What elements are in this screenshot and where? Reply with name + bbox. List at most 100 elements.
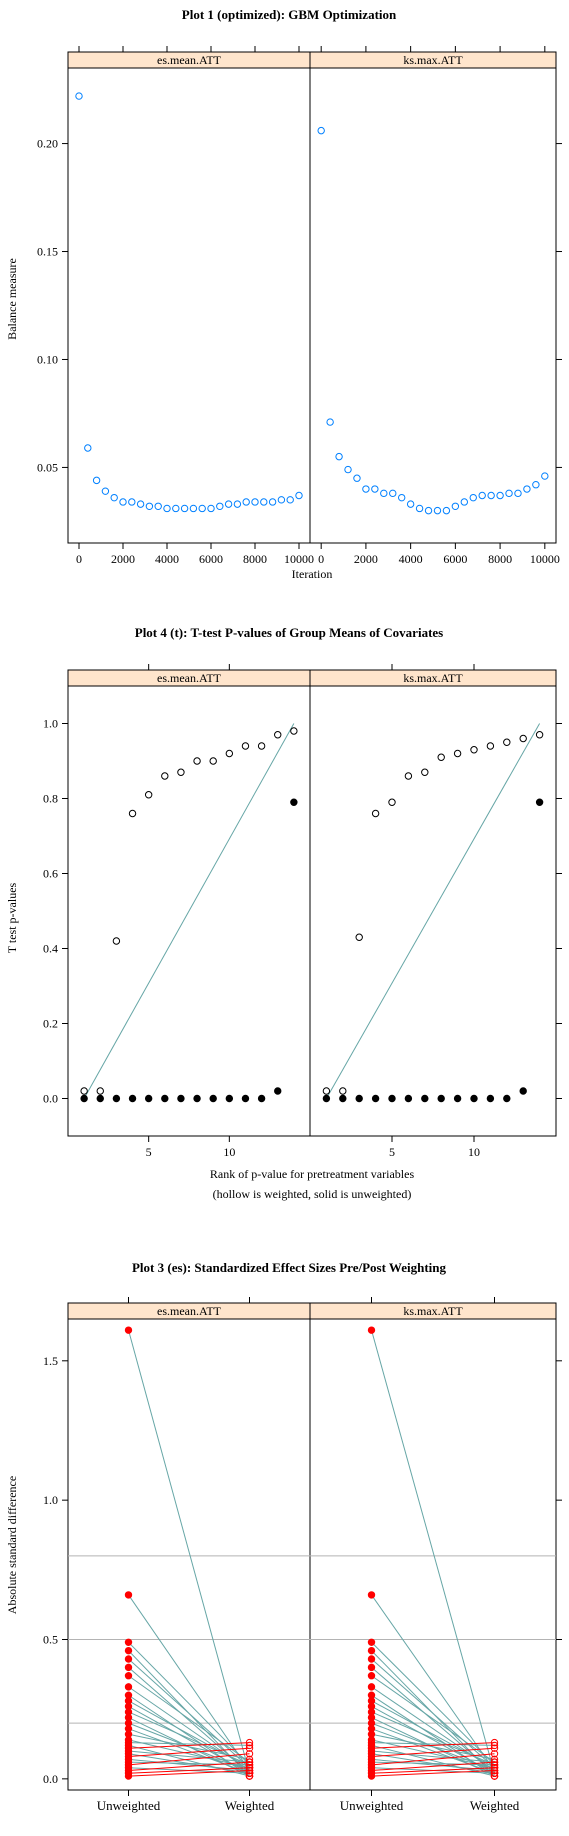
plot1-point-0-7 — [136, 500, 145, 508]
plot3-pair-line-0-25 — [128, 1753, 250, 1766]
plot3-pair-line-0-28 — [128, 1767, 250, 1774]
plot1-ytick-label-2: 0.15 — [37, 245, 58, 259]
plot4-reference-line-1 — [325, 723, 541, 1099]
plot4-panel-border-1 — [309, 685, 557, 1137]
plot1-point-0-0 — [75, 92, 83, 100]
plot4-unweighted-point-1-13 — [535, 798, 544, 806]
plot1-point-1-9 — [397, 493, 406, 502]
plot3-weighted-point-0-25 — [245, 1750, 254, 1758]
plot1-point-0-8 — [145, 502, 154, 510]
plot1-point-1-5 — [362, 485, 370, 493]
plot4-weighted-point-1-5 — [404, 772, 413, 780]
plot3-pair-line-1-20 — [371, 1750, 495, 1763]
plot4-xtick-label-1-1: 10 — [468, 1145, 480, 1159]
plot4-weighted-point-1-3 — [371, 809, 380, 818]
plot1-point-0-1 — [84, 444, 92, 452]
plot3-unweighted-point-0-5 — [124, 1663, 133, 1672]
plot4-weighted-point-0-6 — [177, 768, 185, 776]
plot3-xtick-label-0-0: Unweighted — [97, 1798, 161, 1813]
plot1-point-0-10 — [163, 504, 171, 513]
plot1-ytick-label-1: 0.10 — [37, 352, 58, 366]
plot1-point-1-11 — [415, 504, 424, 513]
plot4-weighted-point-1-1 — [339, 1087, 347, 1095]
plot4-weighted-point-0-13 — [290, 727, 298, 735]
plot1-point-1-13 — [433, 506, 442, 515]
plot4-weighted-point-0-1 — [96, 1087, 104, 1095]
plot4-weighted-point-1-12 — [519, 734, 527, 743]
plot3-weighted-point-1-18 — [490, 1772, 499, 1780]
plot3-pair-line-0-29 — [128, 1769, 250, 1777]
plot4-unweighted-point-1-4 — [388, 1094, 396, 1103]
plot4-ytick-label-3: 0.6 — [43, 867, 58, 881]
plot4-unweighted-point-0-4 — [144, 1094, 153, 1103]
plot3-unweighted-point-0-7 — [124, 1683, 133, 1691]
plot4-unweighted-point-0-13 — [290, 798, 298, 806]
plot3-pair-line-0-1 — [128, 1594, 250, 1771]
plot3-unweighted-point-1-3 — [367, 1646, 376, 1655]
plot3-pair-line-0-27 — [128, 1761, 250, 1771]
plot3-unweighted-point-0-3 — [124, 1646, 133, 1655]
plot4-xlabel-note: (hollow is weighted, solid is unweighted… — [213, 1187, 412, 1201]
plot3-unweighted-point-1-6 — [367, 1672, 376, 1680]
plot4-xlabel: Rank of p-value for pretreatment variabl… — [210, 1167, 415, 1181]
plot3-weighted-point-0-28 — [245, 1764, 254, 1772]
plot1-panel-border-1 — [309, 67, 557, 544]
plot3-unweighted-point-1-1 — [367, 1591, 376, 1599]
plot4-unweighted-point-0-8 — [209, 1094, 217, 1103]
plot3-weighted-point-0-17 — [245, 1741, 254, 1750]
plot4-unweighted-point-1-6 — [421, 1094, 429, 1103]
plot3-weighted-point-0-29 — [245, 1766, 254, 1775]
plot3-ytick-label-1: 0.5 — [43, 1633, 58, 1647]
plot4-weighted-point-0-0 — [80, 1087, 88, 1095]
plot4-ytick-label-0: 0.0 — [43, 1092, 58, 1106]
plot1-point-1-7 — [380, 489, 388, 498]
plot3-pair-line-0-0 — [128, 1330, 250, 1774]
plot4-unweighted-point-0-7 — [193, 1094, 201, 1103]
plot3-weighted-point-1-25 — [490, 1750, 499, 1758]
plot1-point-0-11 — [172, 504, 180, 513]
plot1-point-0-16 — [216, 502, 224, 510]
plot4-unweighted-point-0-10 — [241, 1094, 250, 1103]
plot4-weighted-point-0-3 — [128, 809, 137, 818]
plot4-xtick-label-0-1: 10 — [223, 1145, 235, 1159]
plot1-point-0-13 — [189, 504, 198, 513]
plot1-point-0-24 — [286, 496, 294, 504]
plot3-ylabel: Absolute standard difference — [5, 1476, 19, 1614]
plot3-pair-line-1-22 — [371, 1747, 495, 1758]
plot1-point-0-25 — [295, 491, 303, 500]
plot4-unweighted-point-0-12 — [274, 1087, 282, 1095]
plot4-weighted-point-1-13 — [535, 731, 544, 739]
plot3-pair-line-1-1 — [371, 1594, 495, 1771]
plot3-xtick-label-1-1: Weighted — [470, 1798, 520, 1813]
plot4-unweighted-point-1-8 — [453, 1094, 462, 1103]
plot4-group: Plot 4 (t): T-test P-values of Group Mea… — [5, 625, 562, 1201]
plot3-weighted-point-1-28 — [490, 1764, 499, 1772]
plot3-unweighted-point-0-6 — [124, 1672, 133, 1680]
plot3-unweighted-point-0-29 — [124, 1772, 133, 1780]
plot4-weighted-point-0-10 — [241, 742, 250, 750]
plot3-strip-label-1: ks.max.ATT — [403, 1304, 463, 1318]
plot1-title: Plot 1 (optimized): GBM Optimization — [182, 7, 397, 22]
plot1-point-1-2 — [335, 452, 343, 461]
plot1-point-1-3 — [344, 465, 352, 474]
plot3-unweighted-point-0-1 — [124, 1591, 133, 1599]
plot4-unweighted-point-0-11 — [257, 1094, 266, 1103]
plot4-weighted-point-1-4 — [388, 798, 396, 806]
plot1-ytick-label-3: 0.20 — [37, 137, 58, 151]
plot3-weighted-point-0-26 — [245, 1769, 254, 1777]
plot4-unweighted-point-0-9 — [225, 1094, 234, 1103]
plot3-weighted-point-1-26 — [490, 1769, 499, 1777]
plot1-point-0-17 — [224, 500, 233, 508]
plot3-ytick-label-2: 1.0 — [43, 1493, 58, 1507]
plot3-panel-border-1 — [309, 1318, 557, 1791]
plot3-weighted-point-0-18 — [245, 1772, 254, 1780]
plot3-unweighted-point-1-7 — [367, 1683, 376, 1691]
plot1-point-0-12 — [180, 504, 189, 513]
plot1-point-0-18 — [233, 500, 242, 508]
plot4-unweighted-point-0-3 — [128, 1094, 137, 1103]
plot4-unweighted-point-1-0 — [322, 1094, 331, 1103]
plot3-pair-line-1-0 — [371, 1330, 495, 1774]
plot4-xtick-label-1-0: 5 — [389, 1145, 395, 1159]
plot3-weighted-point-1-24 — [490, 1761, 499, 1769]
plot3-unweighted-point-0-4 — [124, 1655, 133, 1663]
